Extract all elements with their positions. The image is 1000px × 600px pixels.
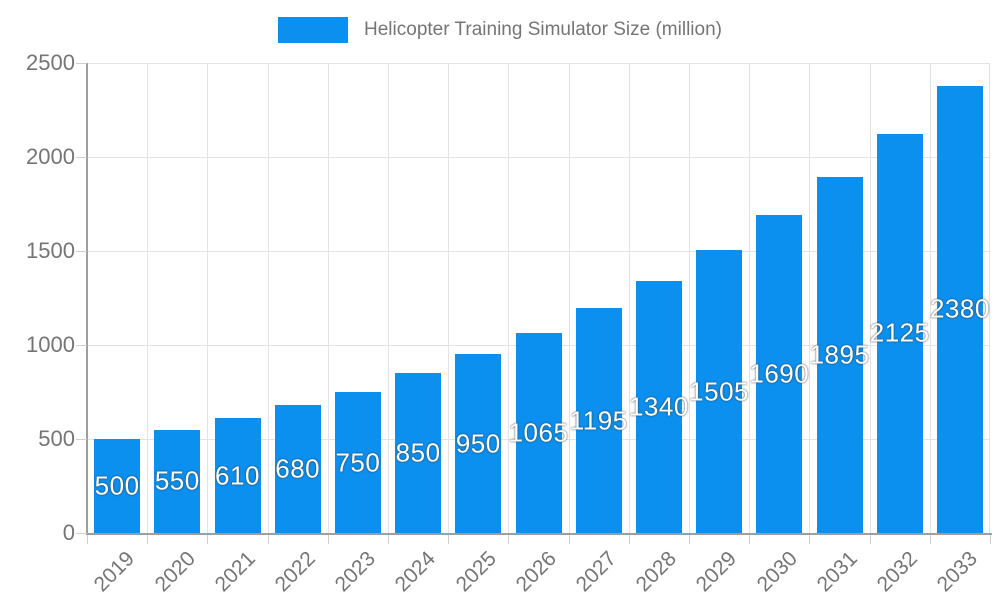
x-axis-label: 2033 bbox=[932, 547, 983, 597]
x-axis-label: 2024 bbox=[391, 547, 441, 597]
bar-value-label: 680 bbox=[275, 453, 321, 484]
bar-value-label: 500 bbox=[94, 470, 140, 501]
bar-value-label: 1505 bbox=[689, 376, 750, 407]
bar-2023[interactable] bbox=[334, 392, 381, 533]
gridline-vertical bbox=[989, 63, 990, 533]
bar-2028[interactable] bbox=[635, 281, 682, 533]
y-axis-label: 2500 bbox=[26, 50, 75, 75]
y-axis-label: 0 bbox=[62, 520, 75, 545]
y-axis-line bbox=[86, 63, 88, 535]
gridline-horizontal bbox=[87, 251, 990, 252]
x-axis-label: 2027 bbox=[571, 547, 621, 597]
x-tick-mark bbox=[87, 535, 88, 544]
x-tick-mark bbox=[147, 535, 149, 544]
y-tick-mark bbox=[76, 439, 87, 440]
gridline-vertical bbox=[568, 63, 570, 533]
x-tick-mark bbox=[448, 535, 450, 544]
gridline-vertical bbox=[267, 63, 269, 533]
x-axis-label: 2031 bbox=[812, 547, 862, 597]
gridline-vertical bbox=[869, 63, 871, 533]
bar-value-label: 2125 bbox=[869, 317, 930, 348]
bar-2022[interactable] bbox=[274, 405, 321, 533]
gridline-horizontal bbox=[87, 63, 990, 64]
bar-2032[interactable] bbox=[876, 133, 923, 533]
y-axis-label: 2000 bbox=[26, 144, 75, 169]
x-axis-label: 2026 bbox=[511, 547, 561, 597]
x-tick-mark bbox=[388, 535, 389, 544]
x-axis-label: 2029 bbox=[692, 547, 742, 597]
gridline-horizontal bbox=[87, 157, 990, 158]
bar-2029[interactable] bbox=[696, 250, 743, 533]
x-tick-mark bbox=[568, 535, 570, 544]
bar-value-label: 2380 bbox=[929, 293, 990, 324]
gridline-vertical bbox=[749, 63, 751, 533]
x-tick-mark bbox=[628, 535, 630, 544]
bar-2025[interactable] bbox=[455, 354, 502, 533]
bar-value-label: 1340 bbox=[628, 391, 689, 422]
x-tick-mark bbox=[990, 535, 991, 544]
bar-value-label: 610 bbox=[215, 460, 260, 491]
bar-2024[interactable] bbox=[395, 373, 442, 533]
bar-2026[interactable] bbox=[515, 332, 562, 533]
y-tick-mark bbox=[76, 251, 87, 252]
x-axis-label: 2023 bbox=[330, 547, 381, 597]
gridline-vertical bbox=[929, 63, 931, 533]
bar-value-label: 1895 bbox=[809, 339, 870, 370]
bar-value-label: 1195 bbox=[569, 405, 628, 436]
y-tick-mark bbox=[76, 345, 87, 346]
bar-2021[interactable] bbox=[214, 418, 261, 533]
gridline-vertical bbox=[327, 63, 329, 533]
y-axis-label: 1500 bbox=[26, 238, 75, 263]
x-tick-mark bbox=[809, 535, 811, 544]
x-axis-label: 2028 bbox=[631, 547, 682, 597]
x-axis-label: 2030 bbox=[752, 547, 802, 597]
y-tick-mark bbox=[76, 533, 87, 534]
bar-value-label: 950 bbox=[455, 428, 501, 459]
x-tick-mark bbox=[508, 535, 510, 544]
legend-label: Helicopter Training Simulator Size (mill… bbox=[364, 19, 722, 40]
x-tick-mark bbox=[327, 535, 329, 544]
y-axis-label: 1000 bbox=[26, 332, 75, 357]
bar-value-label: 850 bbox=[395, 437, 441, 468]
x-tick-mark bbox=[207, 535, 209, 544]
plot-area: 500 550 610 680 750 850 950 1065 1195 1340 1505 169… bbox=[87, 63, 990, 533]
x-axis-label: 2032 bbox=[872, 547, 922, 597]
legend: Helicopter Training Simulator Size (mill… bbox=[0, 17, 1000, 43]
x-axis-label: 2022 bbox=[270, 547, 320, 597]
x-axis-label: 2021 bbox=[210, 547, 260, 597]
gridline-vertical bbox=[809, 63, 811, 533]
x-axis-label: 2020 bbox=[150, 547, 200, 597]
bar-value-label: 1690 bbox=[749, 358, 810, 389]
gridline-vertical bbox=[689, 63, 690, 533]
gridline-vertical bbox=[147, 63, 149, 533]
gridline-vertical bbox=[448, 63, 450, 533]
x-tick-mark bbox=[869, 535, 871, 544]
x-tick-mark bbox=[689, 535, 690, 544]
bar-2030[interactable] bbox=[756, 215, 803, 533]
bar-value-label: 550 bbox=[154, 465, 200, 496]
gridline-vertical bbox=[388, 63, 389, 533]
x-tick-mark bbox=[929, 535, 931, 544]
y-tick-mark bbox=[76, 63, 87, 64]
y-axis-label: 500 bbox=[38, 426, 75, 451]
x-tick-mark bbox=[267, 535, 269, 544]
gridline-vertical bbox=[207, 63, 209, 533]
bar-2031[interactable] bbox=[816, 176, 863, 533]
bar-2033[interactable] bbox=[936, 85, 983, 533]
x-tick-mark bbox=[749, 535, 751, 544]
bar-2027[interactable] bbox=[575, 308, 622, 533]
legend-swatch bbox=[278, 17, 349, 43]
bar-2019[interactable] bbox=[94, 439, 141, 533]
x-axis-line bbox=[86, 533, 992, 535]
y-tick-mark bbox=[76, 157, 87, 158]
x-axis-label: 2019 bbox=[90, 547, 140, 597]
bar-value-label: 1065 bbox=[508, 417, 569, 448]
bar-2020[interactable] bbox=[154, 429, 201, 533]
gridline-vertical bbox=[628, 63, 630, 533]
x-axis-label: 2025 bbox=[451, 547, 501, 597]
bar-value-label: 750 bbox=[335, 447, 381, 477]
gridline-vertical bbox=[508, 63, 510, 533]
